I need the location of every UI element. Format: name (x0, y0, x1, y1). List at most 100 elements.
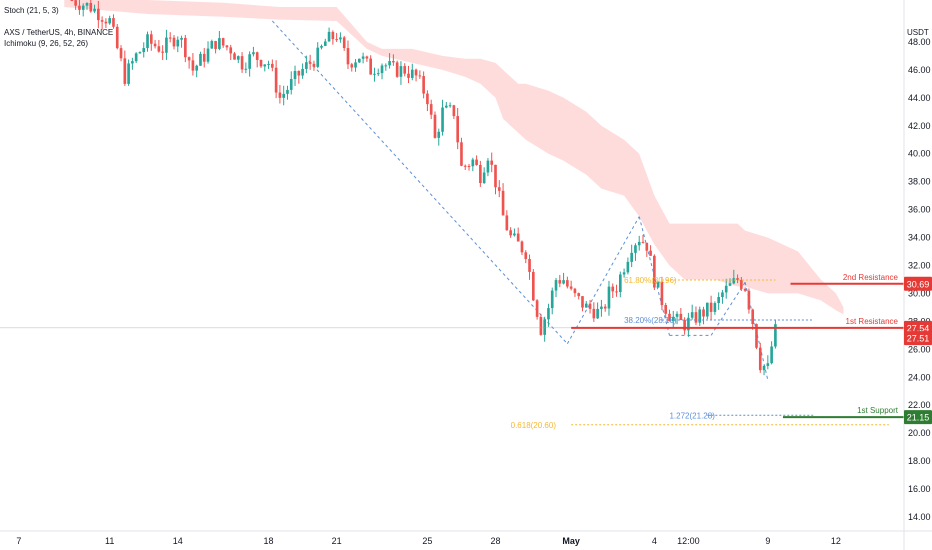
y-tick-label: 34.00 (908, 233, 931, 243)
candle-body (664, 305, 668, 314)
level-price-tag (904, 410, 932, 425)
candle-body (600, 306, 603, 309)
candle-body (463, 165, 467, 167)
guide-line (710, 281, 746, 336)
candle-body (713, 303, 717, 312)
symbol-legend[interactable]: AXS / TetherUS, 4h, BINANCE (4, 28, 114, 37)
candle-body (218, 38, 221, 49)
candle-body (85, 2, 89, 6)
candle-body (705, 302, 709, 317)
candle-body (475, 159, 478, 165)
candle-body (350, 64, 354, 68)
candle-body (456, 116, 459, 143)
y-tick-label: 48.00 (908, 37, 931, 47)
candle-body (354, 62, 357, 68)
candle-body (429, 104, 433, 115)
candle-body (751, 309, 755, 325)
y-tick-label: 42.00 (908, 121, 931, 131)
candle-body (119, 48, 123, 59)
candle-body (732, 278, 736, 284)
x-tick-label: 25 (422, 536, 432, 546)
candle-body (547, 308, 550, 320)
candle-body (305, 62, 308, 69)
candle-body (157, 46, 161, 52)
candle-body (70, 0, 74, 1)
candle-body (535, 300, 539, 317)
y-tick-label: 44.00 (908, 93, 931, 103)
candle-body (755, 324, 758, 348)
candle-body (467, 165, 471, 167)
candle-body (187, 57, 191, 61)
candle-body (479, 164, 482, 184)
candle-body (369, 58, 373, 75)
candle-body (482, 172, 486, 184)
candle-body (81, 5, 85, 10)
candle-body (274, 67, 278, 93)
candle-body (89, 2, 93, 12)
candle-body (426, 93, 429, 105)
y-tick-label: 24.00 (908, 372, 931, 382)
fib-level-label: 38.20%(28.10) (624, 316, 677, 325)
candle-body (596, 308, 599, 319)
candle-body (138, 52, 142, 54)
x-tick-label: 28 (490, 536, 500, 546)
y-tick-label: 36.00 (908, 205, 931, 215)
candle-body (165, 37, 168, 53)
candle-body (146, 34, 149, 49)
candle-body (301, 68, 304, 76)
candle-body (524, 252, 528, 259)
candle-body (611, 286, 615, 292)
candle-body (244, 68, 248, 70)
candle-body (637, 241, 641, 246)
candle-body (566, 280, 569, 287)
candle-body (531, 271, 535, 301)
x-tick-label: May (562, 536, 580, 546)
candle-body (460, 142, 463, 166)
candle-body (184, 37, 187, 58)
candle-body (448, 105, 452, 107)
candle-body (236, 56, 240, 60)
price-axis[interactable]: 14.0016.0018.0020.0022.0024.0026.0028.00… (908, 37, 931, 522)
candle-body (225, 45, 229, 48)
candle-body (361, 56, 365, 59)
candle-body (497, 187, 501, 191)
candle-body (433, 114, 437, 138)
candle-body (747, 290, 751, 310)
x-tick-label: 14 (173, 536, 183, 546)
fib-level-label: 0.618(20.60) (511, 421, 557, 430)
candle-body (123, 58, 127, 84)
candle-body (770, 346, 773, 364)
candle-body (660, 281, 664, 306)
candle-body (554, 280, 558, 291)
candle-body (395, 62, 399, 77)
candle-body (407, 73, 410, 78)
candle-body (690, 312, 694, 318)
candle-body (115, 26, 119, 49)
support-resistance-levels: 2nd Resistance 1st Resistance 1st Support (0, 273, 904, 419)
candle-body (520, 241, 524, 253)
candle-body (766, 363, 770, 366)
y-tick-label: 40.00 (908, 149, 931, 159)
last-price-tag-text: 27.51 (907, 334, 930, 344)
candle-body (634, 245, 637, 253)
price-tags: 30.69 27.54 21.15 27.51 (904, 276, 932, 425)
guide-line (271, 20, 568, 345)
ichimoku-legend[interactable]: Ichimoku (9, 26, 52, 26) (4, 39, 89, 48)
candle-body (683, 320, 686, 331)
candle-body (592, 308, 596, 319)
y-tick-label: 22.00 (908, 400, 931, 410)
time-axis[interactable]: 7 11 14 18 21 25 28 May 4 12:00 9 12 (16, 536, 841, 546)
y-tick-label: 46.00 (908, 65, 931, 75)
level-label: 1st Support (857, 406, 899, 415)
candle-body (668, 313, 671, 322)
candle-body (252, 52, 255, 55)
candle-body (581, 296, 584, 308)
candle-body (100, 20, 104, 22)
candle-body (286, 89, 289, 94)
candle-body (694, 312, 698, 323)
candle-body (339, 37, 342, 40)
x-tick-label: 12:00 (677, 536, 700, 546)
stoch-legend[interactable]: Stoch (21, 5, 3) (4, 6, 59, 15)
x-tick-label: 9 (765, 536, 770, 546)
